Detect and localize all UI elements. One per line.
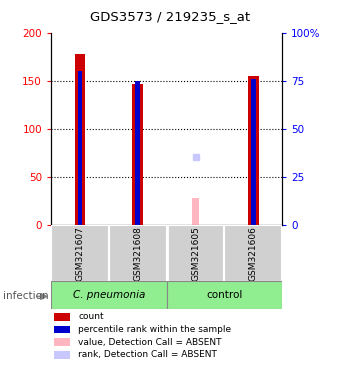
Bar (109, 225, 167, 282)
Text: GDS3573 / 219235_s_at: GDS3573 / 219235_s_at (90, 10, 250, 23)
Text: C. pneumonia: C. pneumonia (73, 290, 145, 300)
Text: GSM321606: GSM321606 (249, 226, 258, 281)
Text: percentile rank within the sample: percentile rank within the sample (78, 325, 231, 334)
Bar (78, 71, 82, 225)
Bar (51, 281, 167, 309)
Bar (167, 281, 282, 309)
Bar (51, 225, 109, 282)
Bar (75, 54, 85, 225)
Bar (192, 198, 199, 225)
Text: GSM321608: GSM321608 (133, 226, 142, 281)
Text: control: control (206, 290, 242, 300)
Text: rank, Detection Call = ABSENT: rank, Detection Call = ABSENT (78, 350, 217, 359)
Bar (248, 76, 258, 225)
Bar (251, 79, 256, 225)
Bar (135, 81, 140, 225)
Text: value, Detection Call = ABSENT: value, Detection Call = ABSENT (78, 338, 222, 347)
Text: infection: infection (3, 291, 49, 301)
Bar (133, 84, 143, 225)
Text: GSM321605: GSM321605 (191, 226, 200, 281)
Bar (224, 225, 282, 282)
Bar (167, 225, 224, 282)
Text: count: count (78, 312, 104, 321)
Text: GSM321607: GSM321607 (75, 226, 84, 281)
